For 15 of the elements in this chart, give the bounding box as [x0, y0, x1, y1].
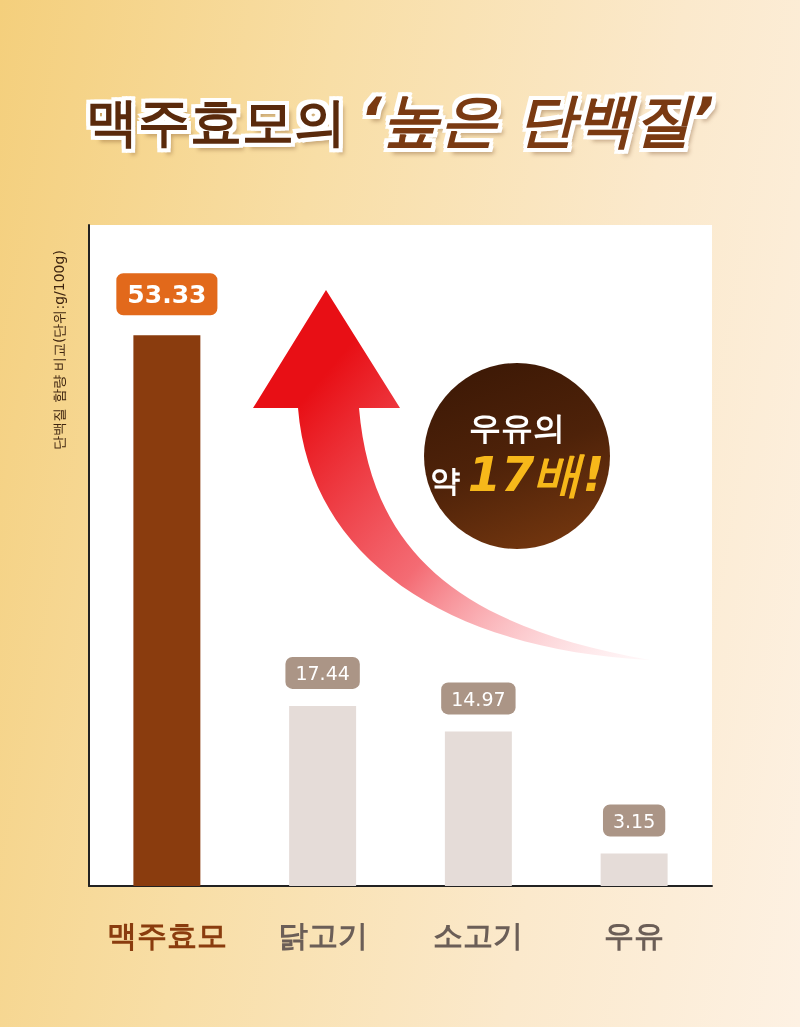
x-tick-label: 맥주효모: [106, 917, 227, 953]
x-tick-label: 닭고기: [277, 917, 368, 953]
y-axis-title: 단백질 함량 비교(단위:g/100g): [51, 250, 68, 450]
x-tick-label: 소고기: [433, 917, 524, 953]
bar: [600, 853, 668, 886]
chart-title: 맥주효모의 ‘높은 단백질’: [85, 86, 715, 154]
x-tick-label: 우유: [604, 917, 665, 953]
bar: [133, 335, 201, 886]
bar: [289, 705, 357, 886]
bar: [444, 731, 512, 886]
data-label: 14.97: [451, 687, 506, 710]
data-label: 17.44: [295, 662, 350, 685]
data-label: 53.33: [127, 280, 207, 310]
annotation: 우유의 약 17배!: [429, 409, 605, 502]
data-label: 3.15: [612, 809, 656, 832]
